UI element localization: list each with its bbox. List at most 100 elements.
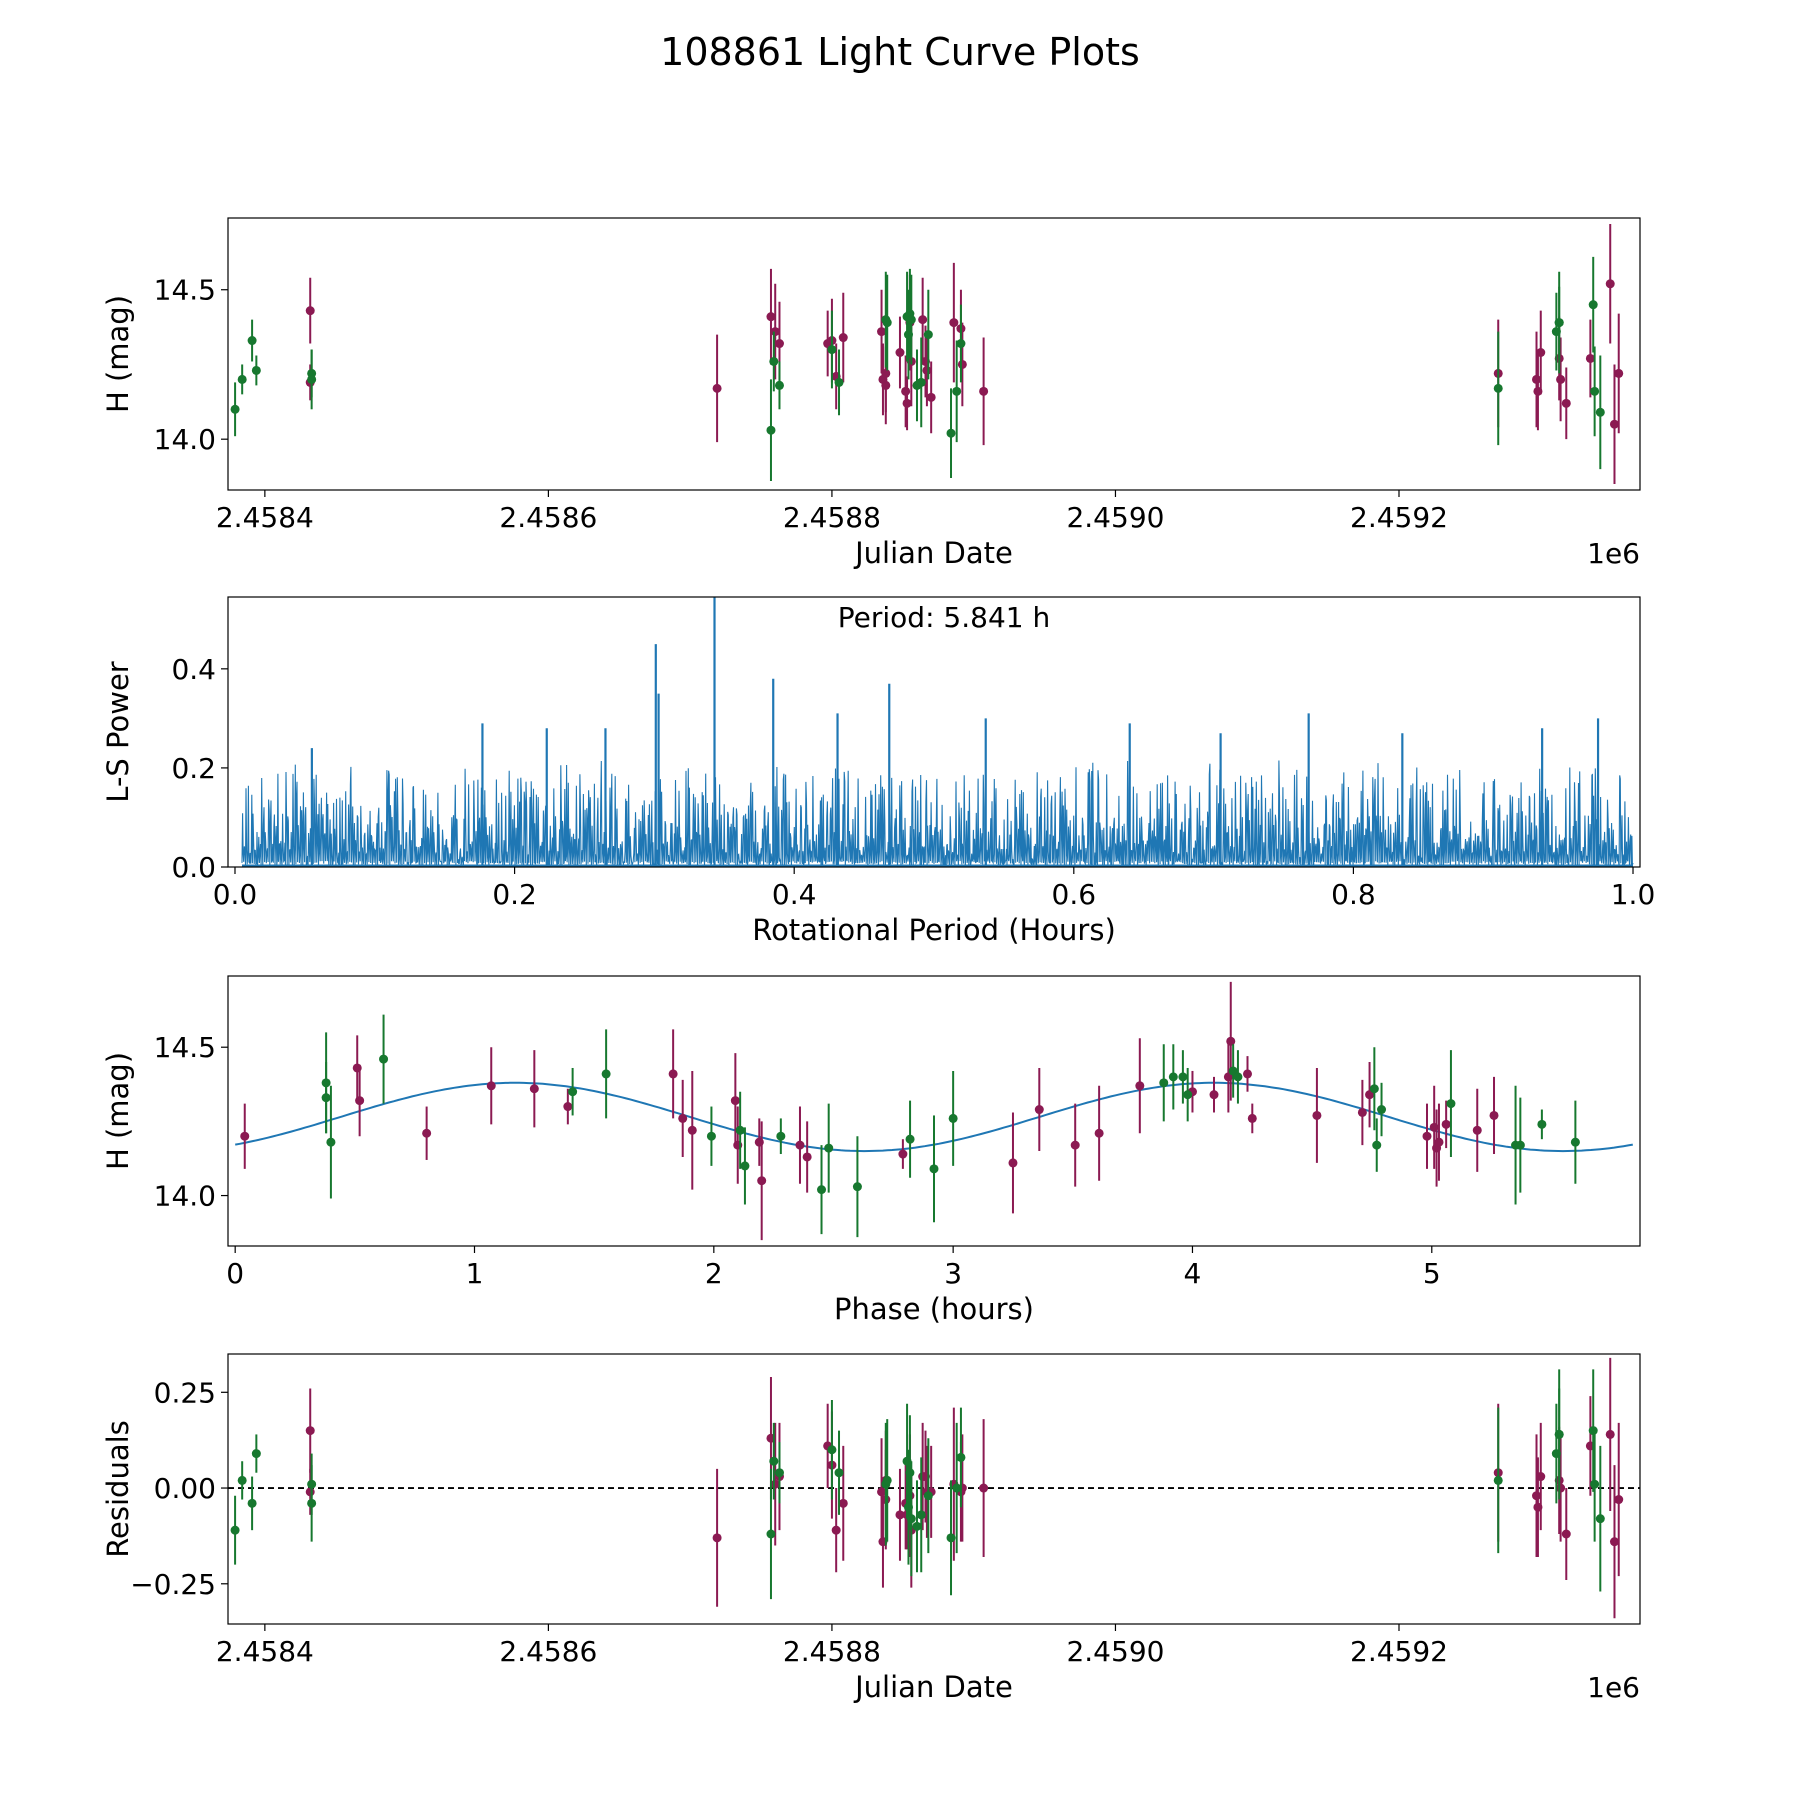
data-point (898, 1149, 908, 1159)
data-point (563, 1102, 573, 1112)
y-tick-label: −0.25 (130, 1568, 216, 1601)
data-point (307, 1498, 317, 1508)
y-tick-label: 14.0 (154, 423, 216, 456)
y-axis-label: H (mag) (101, 295, 135, 413)
plot-area-light-curve (230, 223, 1624, 485)
periodogram-line (241, 760, 1634, 867)
x-offset-label: 1e6 (1587, 1671, 1640, 1704)
data-point (882, 318, 892, 328)
data-point (529, 1084, 539, 1094)
data-point (979, 1483, 989, 1493)
data-point (802, 1152, 812, 1162)
data-point (251, 1449, 261, 1459)
data-point (1588, 1426, 1598, 1436)
x-tick-label: 2.4584 (216, 501, 314, 534)
data-point (1493, 383, 1503, 393)
data-point (240, 1131, 250, 1141)
data-point (355, 1096, 365, 1106)
x-tick-label: 2.4586 (499, 1635, 597, 1668)
x-tick-label: 0.6 (1052, 878, 1097, 911)
data-point (1441, 1119, 1451, 1129)
y-axis-label: H (mag) (101, 1052, 135, 1170)
x-offset-label: 1e6 (1587, 537, 1640, 570)
x-tick-label: 2.4586 (499, 501, 597, 534)
data-point (735, 1125, 745, 1135)
data-point (1554, 318, 1564, 328)
x-tick-label: 0 (226, 1257, 244, 1290)
data-point (486, 1081, 496, 1091)
data-point (926, 392, 936, 402)
data-point (1008, 1158, 1018, 1168)
data-point (712, 383, 722, 393)
data-point (882, 1475, 892, 1485)
data-point (1532, 1491, 1542, 1501)
data-point (952, 386, 962, 396)
data-point (1595, 1514, 1605, 1524)
data-point (712, 1533, 722, 1543)
x-tick-label: 4 (1184, 1257, 1202, 1290)
data-point (740, 1161, 750, 1171)
axes-frame (227, 1353, 1641, 1625)
x-tick-label: 2 (705, 1257, 723, 1290)
data-point (946, 428, 956, 438)
data-point (1614, 368, 1624, 378)
data-point (770, 327, 780, 337)
y-tick-label: 14.0 (154, 1180, 216, 1213)
data-point (769, 1456, 779, 1466)
data-point (877, 1487, 887, 1497)
data-point (305, 1487, 315, 1497)
data-point (827, 345, 837, 355)
data-point (601, 1069, 611, 1079)
data-point (307, 374, 317, 384)
data-point (757, 1176, 767, 1186)
data-point (1554, 1429, 1564, 1439)
data-point (1561, 1529, 1571, 1539)
data-point (906, 315, 916, 325)
data-point (824, 1143, 834, 1153)
axes-frame (227, 596, 1641, 868)
x-tick-label: 0.2 (492, 878, 537, 911)
data-point (923, 330, 933, 340)
data-point (1605, 1429, 1615, 1439)
axes-frame (227, 217, 1641, 491)
y-axis-label: L-S Power (101, 661, 135, 802)
data-point (979, 386, 989, 396)
x-tick-label: 2.4592 (1350, 1635, 1448, 1668)
data-point (1159, 1078, 1169, 1088)
data-point (1609, 419, 1619, 429)
data-point (1537, 1119, 1547, 1129)
plot-area-phased (235, 981, 1633, 1241)
data-point (817, 1185, 827, 1195)
data-point (916, 377, 926, 387)
data-point (877, 327, 887, 337)
data-point (923, 1491, 933, 1501)
data-point (774, 339, 784, 349)
x-tick-label: 0.4 (772, 878, 817, 911)
data-point (916, 1510, 926, 1520)
data-point (769, 356, 779, 366)
data-point (1372, 1140, 1382, 1150)
data-point (918, 315, 928, 325)
y-tick-label: 14.5 (154, 274, 216, 307)
data-point (795, 1140, 805, 1150)
data-point (770, 1479, 780, 1489)
data-point (251, 365, 261, 375)
data-point (766, 1529, 776, 1539)
data-point (1070, 1140, 1080, 1150)
data-point (902, 398, 912, 408)
data-point (766, 312, 776, 322)
x-tick-label: 3 (944, 1257, 962, 1290)
x-tick-label: 5 (1423, 1257, 1441, 1290)
data-point (1183, 1090, 1193, 1100)
period-annotation: Period: 5.841 h (838, 601, 1050, 634)
data-point (838, 1498, 848, 1508)
data-point (237, 374, 247, 384)
data-point (1312, 1110, 1322, 1120)
data-point (881, 380, 891, 390)
data-point (230, 1525, 240, 1535)
data-point (1556, 374, 1566, 384)
data-point (1614, 1495, 1624, 1505)
data-point (237, 1475, 247, 1485)
data-point (247, 336, 257, 346)
